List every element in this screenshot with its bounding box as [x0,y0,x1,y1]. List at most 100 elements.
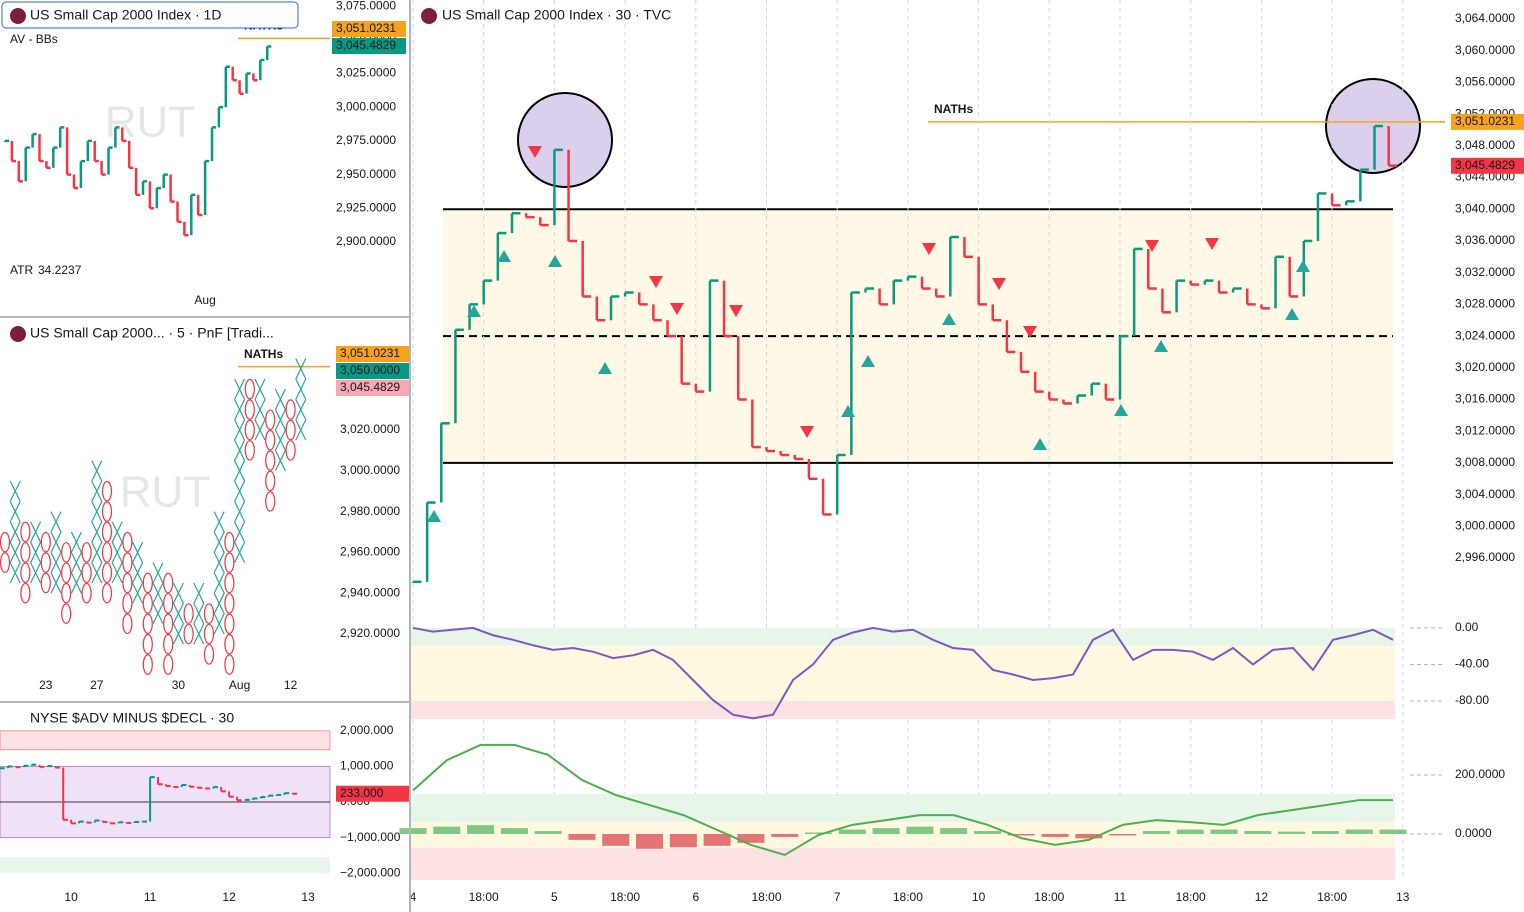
price-bar [1076,394,1087,404]
price-bar [454,328,464,424]
price-bar [1189,280,1200,286]
price-label-text: 3,045.4829 [1455,158,1515,172]
price-bar [977,256,988,306]
zone-band [0,857,330,874]
price-bar [183,221,189,237]
y-tick-label: 2,900.0000 [336,234,396,248]
pnf-column [20,521,31,604]
x-box [274,429,286,451]
zone-band [410,645,1395,701]
pnf-column [203,603,215,665]
price-bar [157,777,163,786]
price-bar [779,451,790,457]
y-tick-label: −2,000.000 [340,865,401,879]
y-tick-label: 3,060.0000 [1455,43,1515,57]
price-bar [510,211,521,234]
x-box [30,541,42,563]
price-bar [1090,382,1101,396]
price-bar [196,786,203,789]
x-tick-label: 5 [551,890,558,904]
histogram-bar [703,833,731,846]
o-box [122,593,133,614]
o-box [265,491,276,512]
x-box [91,460,103,482]
level-label: NATHs [934,102,973,116]
histogram-bar [1142,831,1170,834]
histogram-bar [399,828,427,834]
o-box [244,399,255,420]
o-box [163,654,174,675]
x-box [254,399,266,421]
price-label: 3,050.0000 [336,363,410,379]
price-bar [1175,279,1186,313]
price-bar [1118,334,1129,400]
price-bar [210,126,217,162]
o-box [81,582,92,604]
x-box [234,399,246,421]
price-bar [708,279,719,392]
o-box [265,450,276,471]
y-tick-label: 1,000.000 [340,759,394,773]
o-box [20,582,31,604]
price-bar [1033,371,1044,393]
price-bar [553,148,563,226]
price-bar [567,149,578,243]
histogram-bar [1109,833,1137,836]
o-box [244,440,255,461]
histogram-bar [636,833,664,849]
x-tick-label: Aug [194,293,215,307]
price-bar [38,764,45,768]
x-tick-label: 23 [39,678,53,692]
x-box [234,541,246,563]
price-bar [79,159,86,189]
price-bar [38,134,44,163]
y-tick-label: 3,008.0000 [1455,455,1515,469]
y-tick-label: 2,000.000 [340,723,394,737]
o-box [224,633,235,655]
y-tick-label: 2,920.0000 [340,626,400,640]
x-tick-label: 27 [90,678,104,692]
pnf-column [193,582,205,645]
price-bar [169,174,175,203]
panel-title: US Small Cap 2000... · 5 · PnF [Tradi... [30,325,274,341]
panel-title: NYSE $ADV MINUS $DECL · 30 [30,710,234,726]
y-tick-label: 2,950.0000 [336,167,396,181]
price-bar [524,213,535,219]
x-box [91,521,103,543]
x-box [152,562,164,584]
price-bar [291,792,298,795]
price-bar [793,455,804,461]
y-tick-label: 0.00 [1455,620,1479,634]
o-box [61,582,72,604]
x-box [234,521,246,543]
y-tick-label: 3,028.0000 [1455,297,1515,311]
o-box [0,531,11,553]
o-box [122,613,133,635]
pnf-column [285,399,296,461]
o-box [163,572,174,594]
symbol-icon [10,326,26,342]
x-tick-label: 18:00 [610,890,640,904]
price-label: 233.000 [336,785,410,802]
price-bar [906,275,917,281]
y-tick-label: 2,925.0000 [336,200,396,214]
o-box [244,419,255,441]
y-tick-label: 200.0000 [1455,767,1505,781]
x-tick-label: 30 [172,678,186,692]
price-bar [1104,383,1115,401]
x-box [193,623,205,645]
y-tick-label: 3,012.0000 [1455,423,1515,437]
price-label-text: 3,045.4829 [340,380,400,394]
price-bar [1330,193,1341,207]
o-box [224,654,235,675]
price-label-text: 3,050.0000 [340,363,400,377]
symbol-icon [10,8,26,24]
o-box [20,542,31,563]
price-bar [30,763,37,766]
o-box [203,623,215,645]
x-box [30,521,42,543]
histogram-bar [602,833,630,846]
o-box [101,562,113,584]
price-bar [176,201,182,224]
